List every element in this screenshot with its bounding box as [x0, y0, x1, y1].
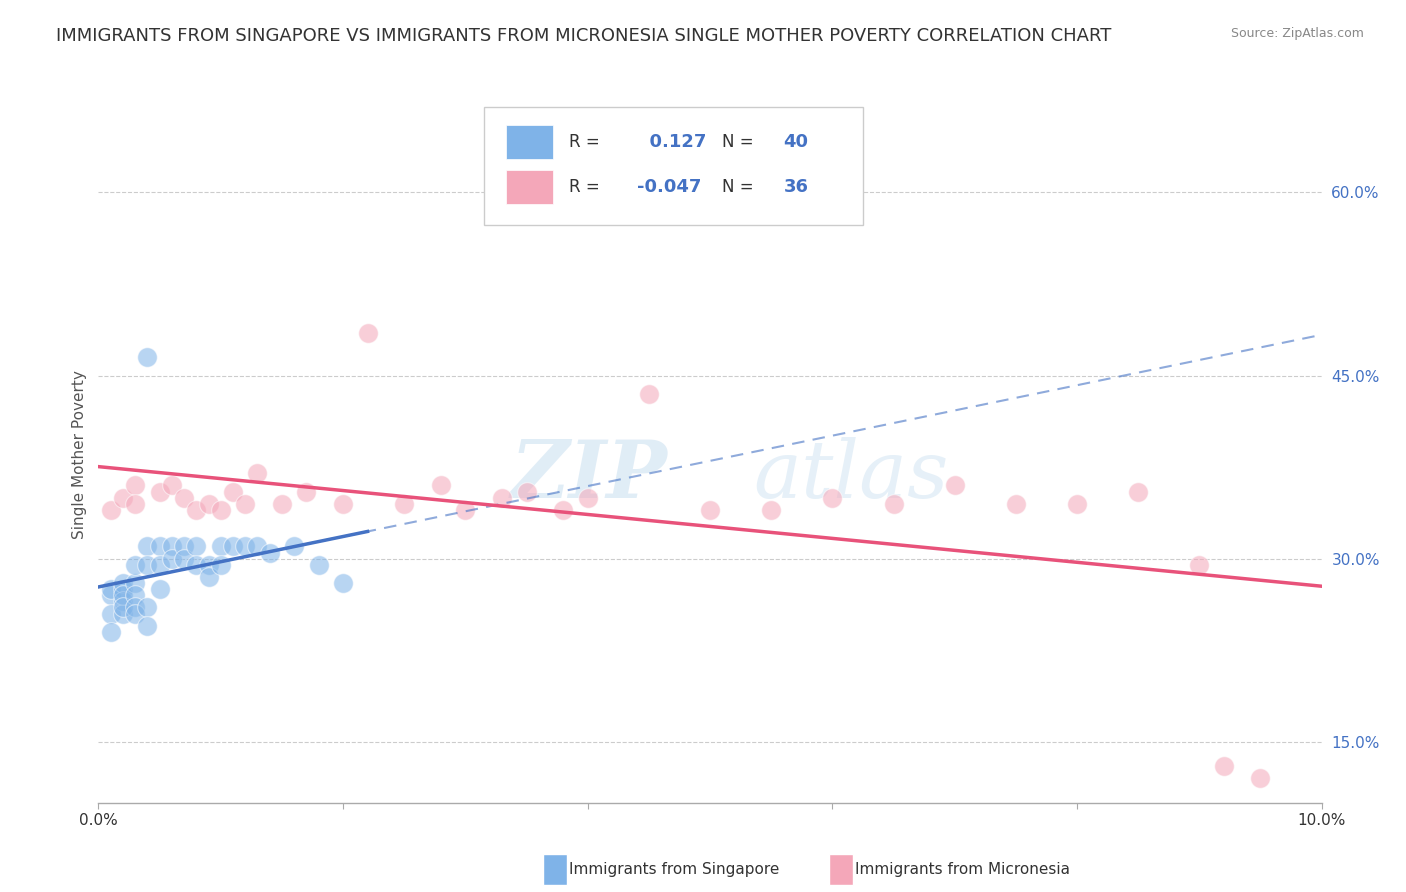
Point	[149, 540, 172, 554]
Point	[111, 582, 134, 597]
Point	[209, 503, 232, 517]
Point	[699, 503, 721, 517]
Point	[197, 497, 219, 511]
Point	[124, 607, 146, 621]
Point	[124, 588, 146, 602]
Point	[136, 540, 159, 554]
Point	[222, 484, 245, 499]
Point	[454, 503, 477, 517]
Text: R =: R =	[569, 178, 600, 196]
Point	[111, 491, 134, 505]
Point	[1128, 484, 1150, 499]
Point	[883, 497, 905, 511]
Point	[491, 491, 513, 505]
Point	[197, 570, 219, 584]
Point	[759, 503, 782, 517]
Point	[209, 558, 232, 572]
Point	[1212, 759, 1234, 773]
Text: Immigrants from Micronesia: Immigrants from Micronesia	[855, 863, 1070, 877]
Point	[100, 582, 122, 597]
FancyBboxPatch shape	[506, 170, 554, 204]
Point	[308, 558, 330, 572]
Point	[1249, 772, 1271, 786]
Point	[821, 491, 844, 505]
Point	[149, 582, 172, 597]
Point	[136, 351, 159, 365]
Point	[136, 619, 159, 633]
Text: N =: N =	[723, 178, 754, 196]
Point	[1188, 558, 1211, 572]
Text: 40: 40	[783, 133, 808, 151]
Text: 0.127: 0.127	[637, 133, 706, 151]
Point	[246, 540, 269, 554]
Text: atlas: atlas	[752, 437, 948, 515]
Point	[100, 607, 122, 621]
Point	[173, 540, 195, 554]
Point	[246, 467, 269, 481]
Point	[259, 545, 281, 559]
Point	[111, 588, 134, 602]
Point	[124, 576, 146, 591]
Point	[186, 558, 208, 572]
Point	[233, 497, 256, 511]
Point	[186, 540, 208, 554]
Point	[516, 484, 538, 499]
Point	[576, 491, 599, 505]
Point	[100, 624, 122, 639]
Text: ZIP: ZIP	[510, 437, 668, 515]
Point	[136, 600, 159, 615]
Text: 36: 36	[783, 178, 808, 196]
Point	[124, 478, 146, 492]
Point	[149, 484, 172, 499]
Point	[356, 326, 378, 340]
Text: R =: R =	[569, 133, 600, 151]
FancyBboxPatch shape	[484, 107, 863, 226]
Point	[173, 551, 195, 566]
Point	[100, 503, 122, 517]
Point	[1004, 497, 1026, 511]
Y-axis label: Single Mother Poverty: Single Mother Poverty	[72, 370, 87, 540]
Point	[1066, 497, 1088, 511]
Point	[160, 540, 183, 554]
Point	[160, 551, 183, 566]
Point	[553, 503, 575, 517]
Point	[149, 558, 172, 572]
Point	[197, 558, 219, 572]
Point	[332, 576, 354, 591]
Point	[111, 600, 134, 615]
FancyBboxPatch shape	[506, 125, 554, 159]
Point	[124, 600, 146, 615]
Point	[283, 540, 305, 554]
Text: N =: N =	[723, 133, 754, 151]
Point	[186, 503, 208, 517]
Point	[270, 497, 292, 511]
Point	[124, 497, 146, 511]
Point	[111, 576, 134, 591]
Point	[111, 607, 134, 621]
Point	[637, 387, 661, 401]
Point	[111, 594, 134, 608]
Text: -0.047: -0.047	[637, 178, 702, 196]
Point	[233, 540, 256, 554]
Point	[392, 497, 416, 511]
Text: Source: ZipAtlas.com: Source: ZipAtlas.com	[1230, 27, 1364, 40]
Point	[222, 540, 245, 554]
Point	[332, 497, 354, 511]
Point	[160, 478, 183, 492]
Point	[430, 478, 453, 492]
Point	[100, 588, 122, 602]
Point	[173, 491, 195, 505]
Point	[943, 478, 966, 492]
Point	[209, 540, 232, 554]
Point	[124, 558, 146, 572]
Text: IMMIGRANTS FROM SINGAPORE VS IMMIGRANTS FROM MICRONESIA SINGLE MOTHER POVERTY CO: IMMIGRANTS FROM SINGAPORE VS IMMIGRANTS …	[56, 27, 1112, 45]
Point	[295, 484, 318, 499]
Text: Immigrants from Singapore: Immigrants from Singapore	[569, 863, 780, 877]
Point	[136, 558, 159, 572]
